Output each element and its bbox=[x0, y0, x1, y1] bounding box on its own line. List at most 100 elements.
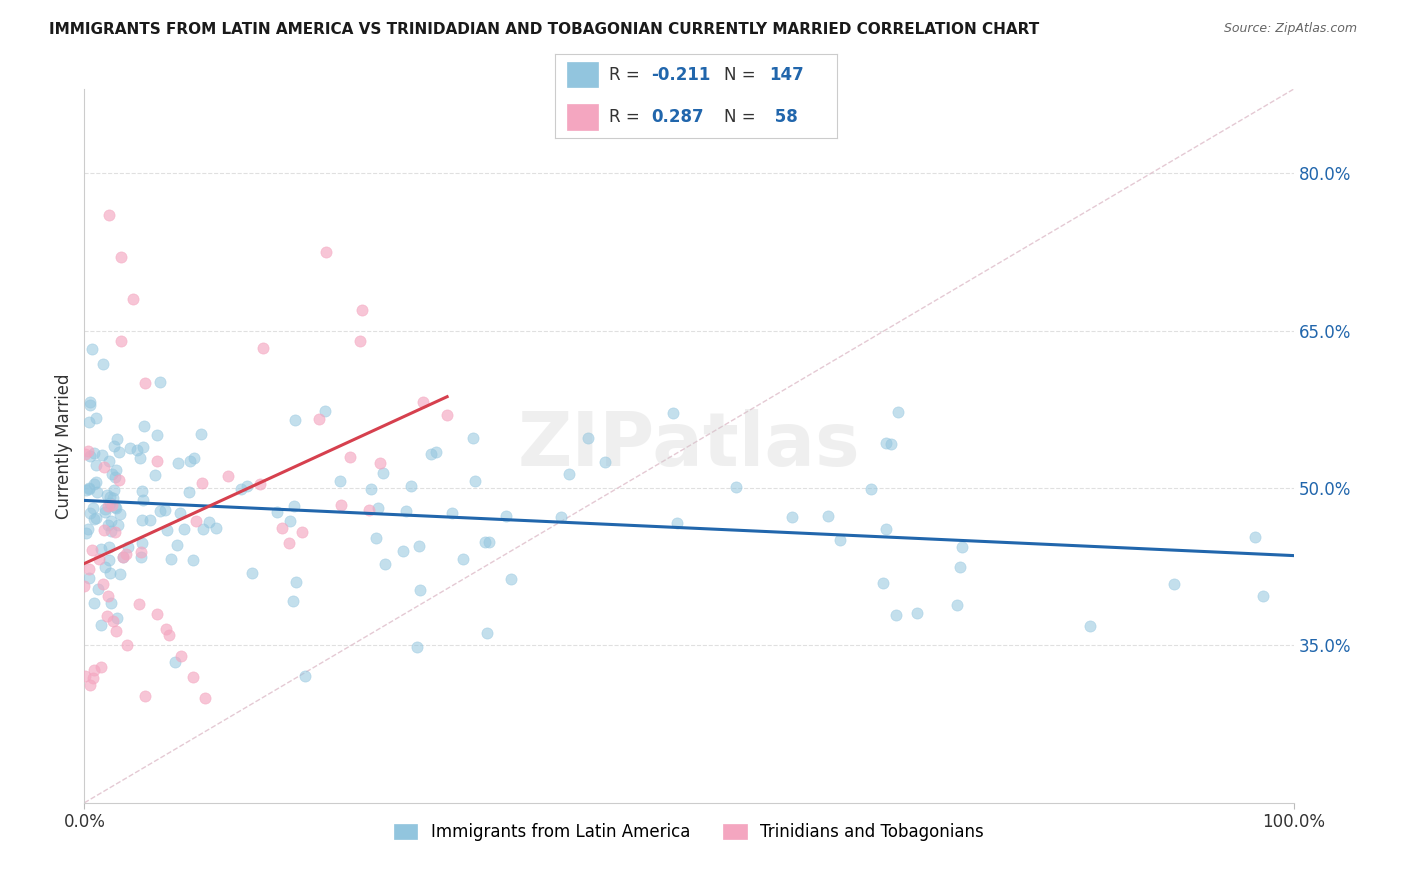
Point bbox=[217, 468, 239, 483]
Point bbox=[285, 574, 308, 589]
Point bbox=[117, 540, 139, 554]
Text: 0.287: 0.287 bbox=[651, 108, 703, 126]
Point bbox=[83, 477, 105, 491]
Point bbox=[183, 450, 205, 465]
Point bbox=[108, 445, 131, 459]
Point bbox=[399, 479, 422, 493]
Point bbox=[499, 573, 522, 587]
Point bbox=[464, 474, 486, 488]
Point bbox=[104, 500, 127, 515]
Point bbox=[193, 522, 215, 536]
Point bbox=[105, 463, 128, 477]
Point bbox=[875, 436, 897, 450]
Point bbox=[283, 499, 305, 513]
Point bbox=[111, 550, 134, 565]
Text: Source: ZipAtlas.com: Source: ZipAtlas.com bbox=[1223, 22, 1357, 36]
Point bbox=[278, 514, 301, 528]
Point bbox=[83, 512, 105, 526]
Point bbox=[329, 498, 352, 512]
Text: IMMIGRANTS FROM LATIN AMERICA VS TRINIDADIAN AND TOBAGONIAN CURRENTLY MARRIED CO: IMMIGRANTS FROM LATIN AMERICA VS TRINIDA… bbox=[49, 22, 1039, 37]
Point bbox=[80, 343, 103, 357]
Point bbox=[91, 577, 114, 591]
Point bbox=[149, 375, 172, 389]
Point bbox=[872, 576, 894, 591]
Point bbox=[77, 562, 100, 576]
Point bbox=[451, 552, 474, 566]
Point bbox=[89, 542, 111, 557]
Point bbox=[100, 514, 122, 528]
Point bbox=[125, 443, 148, 458]
Point bbox=[128, 450, 150, 465]
Point bbox=[170, 648, 193, 663]
Point bbox=[143, 467, 166, 482]
Point bbox=[146, 607, 169, 621]
Point bbox=[461, 431, 484, 445]
Point bbox=[146, 428, 169, 442]
Point bbox=[169, 506, 191, 520]
Point bbox=[103, 483, 125, 498]
Point bbox=[420, 447, 443, 461]
Point bbox=[82, 671, 104, 685]
Point bbox=[101, 491, 124, 506]
Point bbox=[177, 484, 200, 499]
Point bbox=[96, 608, 118, 623]
Point bbox=[107, 473, 129, 487]
Point bbox=[166, 538, 188, 552]
Point bbox=[98, 566, 121, 581]
Point bbox=[87, 582, 110, 596]
Point bbox=[73, 579, 96, 593]
Point bbox=[134, 376, 156, 390]
Point bbox=[132, 492, 155, 507]
Point bbox=[93, 460, 115, 475]
Point bbox=[132, 419, 155, 434]
Point bbox=[75, 526, 97, 541]
Point bbox=[77, 571, 100, 585]
Point bbox=[252, 342, 274, 356]
Text: N =: N = bbox=[724, 108, 761, 126]
Point bbox=[665, 516, 688, 530]
Point bbox=[104, 525, 127, 540]
Point bbox=[949, 560, 972, 574]
Point bbox=[77, 481, 100, 495]
Point bbox=[364, 532, 387, 546]
Point bbox=[110, 334, 132, 348]
Point bbox=[105, 432, 128, 446]
Point bbox=[79, 395, 101, 409]
Point bbox=[73, 446, 96, 460]
Point bbox=[101, 467, 124, 481]
Point bbox=[91, 357, 114, 371]
Y-axis label: Currently Married: Currently Married bbox=[55, 373, 73, 519]
Point bbox=[83, 596, 105, 610]
Legend: Immigrants from Latin America, Trinidians and Tobagonians: Immigrants from Latin America, Trinidian… bbox=[388, 817, 990, 848]
Point bbox=[278, 535, 301, 549]
Point bbox=[425, 445, 447, 459]
Point bbox=[406, 640, 429, 654]
Point bbox=[90, 660, 112, 674]
Point bbox=[100, 524, 122, 538]
Point bbox=[367, 501, 389, 516]
Point bbox=[131, 440, 153, 454]
Point bbox=[101, 615, 124, 629]
Point bbox=[294, 669, 316, 683]
Point bbox=[576, 431, 599, 445]
Point bbox=[79, 506, 101, 520]
Point bbox=[83, 446, 105, 460]
Point bbox=[1163, 576, 1185, 591]
Text: N =: N = bbox=[724, 66, 761, 84]
Point bbox=[79, 678, 101, 692]
Point bbox=[104, 470, 127, 484]
Point bbox=[84, 410, 107, 425]
Point bbox=[181, 670, 204, 684]
Point bbox=[96, 488, 118, 502]
Point bbox=[163, 655, 186, 669]
Point bbox=[97, 540, 120, 554]
Point bbox=[190, 427, 212, 442]
Point bbox=[128, 597, 150, 611]
Point bbox=[121, 292, 143, 306]
Point bbox=[83, 663, 105, 677]
Point bbox=[75, 483, 97, 498]
Point bbox=[724, 480, 747, 494]
Point bbox=[392, 544, 415, 558]
Point bbox=[558, 467, 581, 482]
Point bbox=[108, 508, 131, 522]
